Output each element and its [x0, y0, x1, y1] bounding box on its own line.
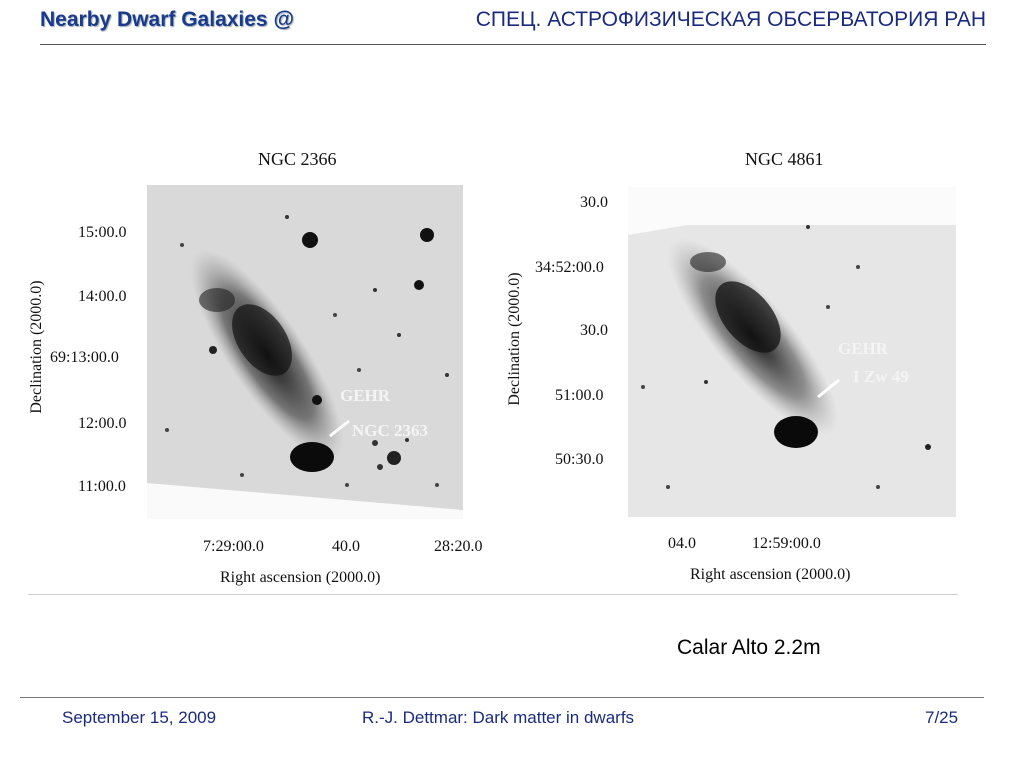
- left-y-axis-label: Declination (2000.0): [28, 280, 45, 414]
- left-object-label: NGC 2363: [352, 421, 429, 440]
- ngc2366-image: GEHR NGC 2363: [147, 185, 463, 519]
- left-gehr-label: GEHR: [340, 386, 391, 405]
- left-y-tick: 14:00.0: [78, 288, 127, 305]
- right-y-tick: 30.0: [580, 194, 608, 211]
- slide-title: Nearby Dwarf Galaxies @: [40, 8, 294, 31]
- right-y-axis-label: Declination (2000.0): [506, 272, 523, 406]
- right-y-tick: 34:52:00.0: [535, 259, 604, 276]
- right-panel-title: NGC 4861: [745, 149, 824, 169]
- left-panel-title: NGC 2366: [258, 149, 337, 169]
- ngc2366-image-graphic: [147, 185, 463, 519]
- right-x-tick: 04.0: [668, 535, 696, 552]
- institution-name: СПЕЦ. АСТРОФИЗИЧЕСКАЯ ОБСЕРВАТОРИЯ РАН: [475, 8, 986, 31]
- right-gehr-label: GEHR: [838, 339, 889, 358]
- ngc4861-image-graphic: [628, 187, 956, 517]
- footer-date: September 15, 2009: [62, 708, 217, 727]
- left-x-tick: 7:29:00.0: [203, 538, 264, 555]
- left-x-axis-label: Right ascension (2000.0): [220, 569, 381, 586]
- right-y-tick: 50:30.0: [555, 451, 604, 468]
- right-y-tick: 51:00.0: [555, 387, 604, 404]
- left-y-tick: 69:13:00.0: [50, 349, 119, 366]
- slide-header: Nearby Dwarf Galaxies @ СПЕЦ. АСТРОФИЗИЧ…: [40, 8, 994, 38]
- right-y-tick: 30.0: [580, 322, 608, 339]
- footer-author-title: R.-J. Dettmar: Dark matter in dwarfs: [362, 708, 635, 727]
- left-x-tick: 28:20.0: [434, 538, 483, 555]
- figure-bottom-rule: [28, 594, 958, 595]
- header-divider: [40, 44, 986, 45]
- right-object-label: I Zw 49: [853, 367, 909, 386]
- left-x-tick: 40.0: [332, 538, 360, 555]
- right-x-axis-label: Right ascension (2000.0): [690, 566, 851, 583]
- telescope-caption: Calar Alto 2.2m: [677, 636, 821, 659]
- left-y-tick: 12:00.0: [78, 415, 127, 432]
- footer-divider: [20, 697, 984, 698]
- galaxy-figure: NGC 2366: [28, 145, 960, 595]
- footer-page-number: 7/25: [925, 708, 959, 727]
- left-y-tick: 11:00.0: [78, 478, 126, 495]
- ngc4861-image: GEHR I Zw 49: [628, 187, 956, 517]
- right-x-tick: 12:59:00.0: [752, 535, 821, 552]
- left-y-tick: 15:00.0: [78, 224, 127, 241]
